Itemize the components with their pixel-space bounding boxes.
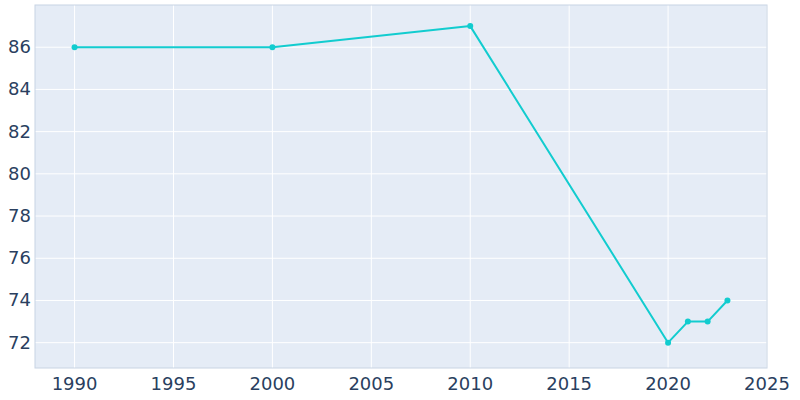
x-tick-label: 2005 (348, 373, 394, 394)
y-grid-line (35, 342, 767, 343)
y-tick-label: 72 (8, 332, 31, 353)
data-point (705, 319, 711, 325)
x-tick-label: 1990 (52, 373, 98, 394)
x-grid-line (272, 5, 273, 368)
data-point (685, 319, 691, 325)
data-point (724, 297, 730, 303)
data-point (467, 23, 473, 29)
data-point (269, 44, 275, 50)
y-tick-label: 80 (8, 163, 31, 184)
x-tick-label: 2020 (645, 373, 691, 394)
x-grid-line (371, 5, 372, 368)
y-tick-label: 86 (8, 36, 31, 57)
chart-container: 72 74 76 78 80 82 84 86 1990 1995 2000 2005 2010 2015… (0, 0, 800, 400)
x-tick-label: 2000 (249, 373, 295, 394)
x-grid-line (668, 5, 669, 368)
data-group (72, 23, 731, 346)
y-tick-label: 78 (8, 205, 31, 226)
data-line (75, 26, 728, 343)
y-tick-label: 82 (8, 121, 31, 142)
y-tick-label: 84 (8, 78, 31, 99)
y-grid-line (35, 131, 767, 132)
chart-svg: 72 74 76 78 80 82 84 86 1990 1995 2000 2005 2010 2015… (0, 0, 800, 400)
x-tick-label: 2010 (447, 373, 493, 394)
data-point (665, 340, 671, 346)
y-grid-line (35, 216, 767, 217)
x-grid-line (74, 5, 75, 368)
y-grid-line (35, 300, 767, 301)
x-tick-label: 1995 (151, 373, 197, 394)
data-point (72, 44, 78, 50)
plot-background (35, 5, 767, 368)
y-tick-label: 76 (8, 247, 31, 268)
y-tick-label: 74 (8, 289, 31, 310)
y-grid-line (35, 173, 767, 174)
x-tick-label: 2015 (546, 373, 592, 394)
x-grid-line (470, 5, 471, 368)
y-grid-line (35, 89, 767, 90)
plot-frame (35, 5, 767, 368)
x-tick-label: 2025 (744, 373, 790, 394)
y-grid-line (35, 258, 767, 259)
x-grid-line (173, 5, 174, 368)
